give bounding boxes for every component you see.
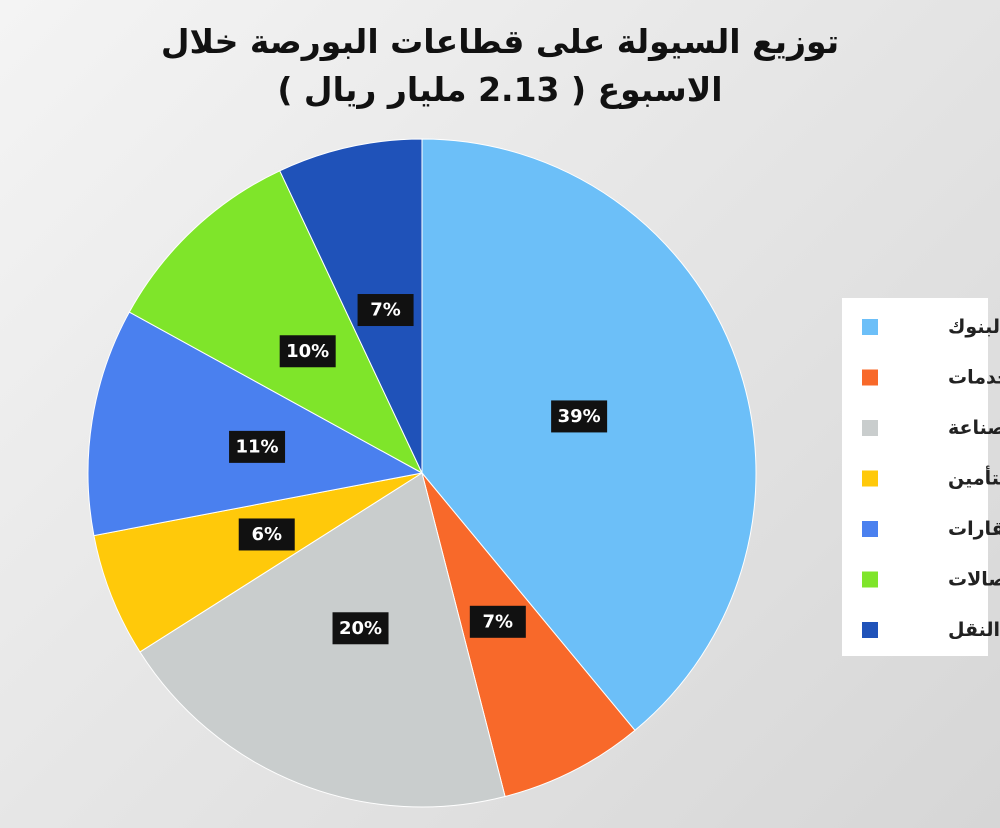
legend-swatch xyxy=(862,369,878,386)
pie-slice xyxy=(87,311,424,537)
data-label: 7% xyxy=(370,300,401,321)
pie-slice xyxy=(279,138,423,474)
data-label-box xyxy=(551,400,608,433)
data-label-box xyxy=(357,294,414,327)
legend-label: البنوك xyxy=(948,316,1000,338)
pie-slice xyxy=(421,138,757,732)
legend-swatch xyxy=(862,521,878,537)
legend-label: الخدمات xyxy=(948,367,1000,389)
data-label: 6% xyxy=(251,524,282,545)
legend-label: العقارات xyxy=(948,518,1000,540)
data-label: 39% xyxy=(558,406,601,427)
pie-slice xyxy=(139,472,506,808)
legend-label: الصناعة xyxy=(948,417,1000,439)
data-label: 10% xyxy=(286,341,329,362)
data-label-box xyxy=(238,518,295,551)
legend-swatch xyxy=(862,319,878,335)
data-label: 11% xyxy=(236,436,279,457)
data-label: 20% xyxy=(339,618,382,639)
legend-label: التأمين xyxy=(948,466,1000,490)
legend-swatch xyxy=(862,622,878,638)
chart-title: توزيع السيولة على قطاعات البورصة خلال ال… xyxy=(160,22,840,109)
data-label-box xyxy=(469,605,526,638)
legend-swatch xyxy=(862,420,878,436)
data-label-box xyxy=(229,430,286,463)
pie-slice xyxy=(128,170,424,475)
legend-swatch xyxy=(862,470,878,487)
pie-slice xyxy=(93,472,423,653)
legend-label: الاتصالات xyxy=(948,569,1000,591)
legend-label: النقل xyxy=(948,619,1000,641)
data-label-box xyxy=(279,335,336,368)
pie-slice xyxy=(421,472,636,798)
data-label: 7% xyxy=(483,611,514,632)
data-label-box xyxy=(332,612,389,645)
legend-swatch xyxy=(862,571,878,588)
